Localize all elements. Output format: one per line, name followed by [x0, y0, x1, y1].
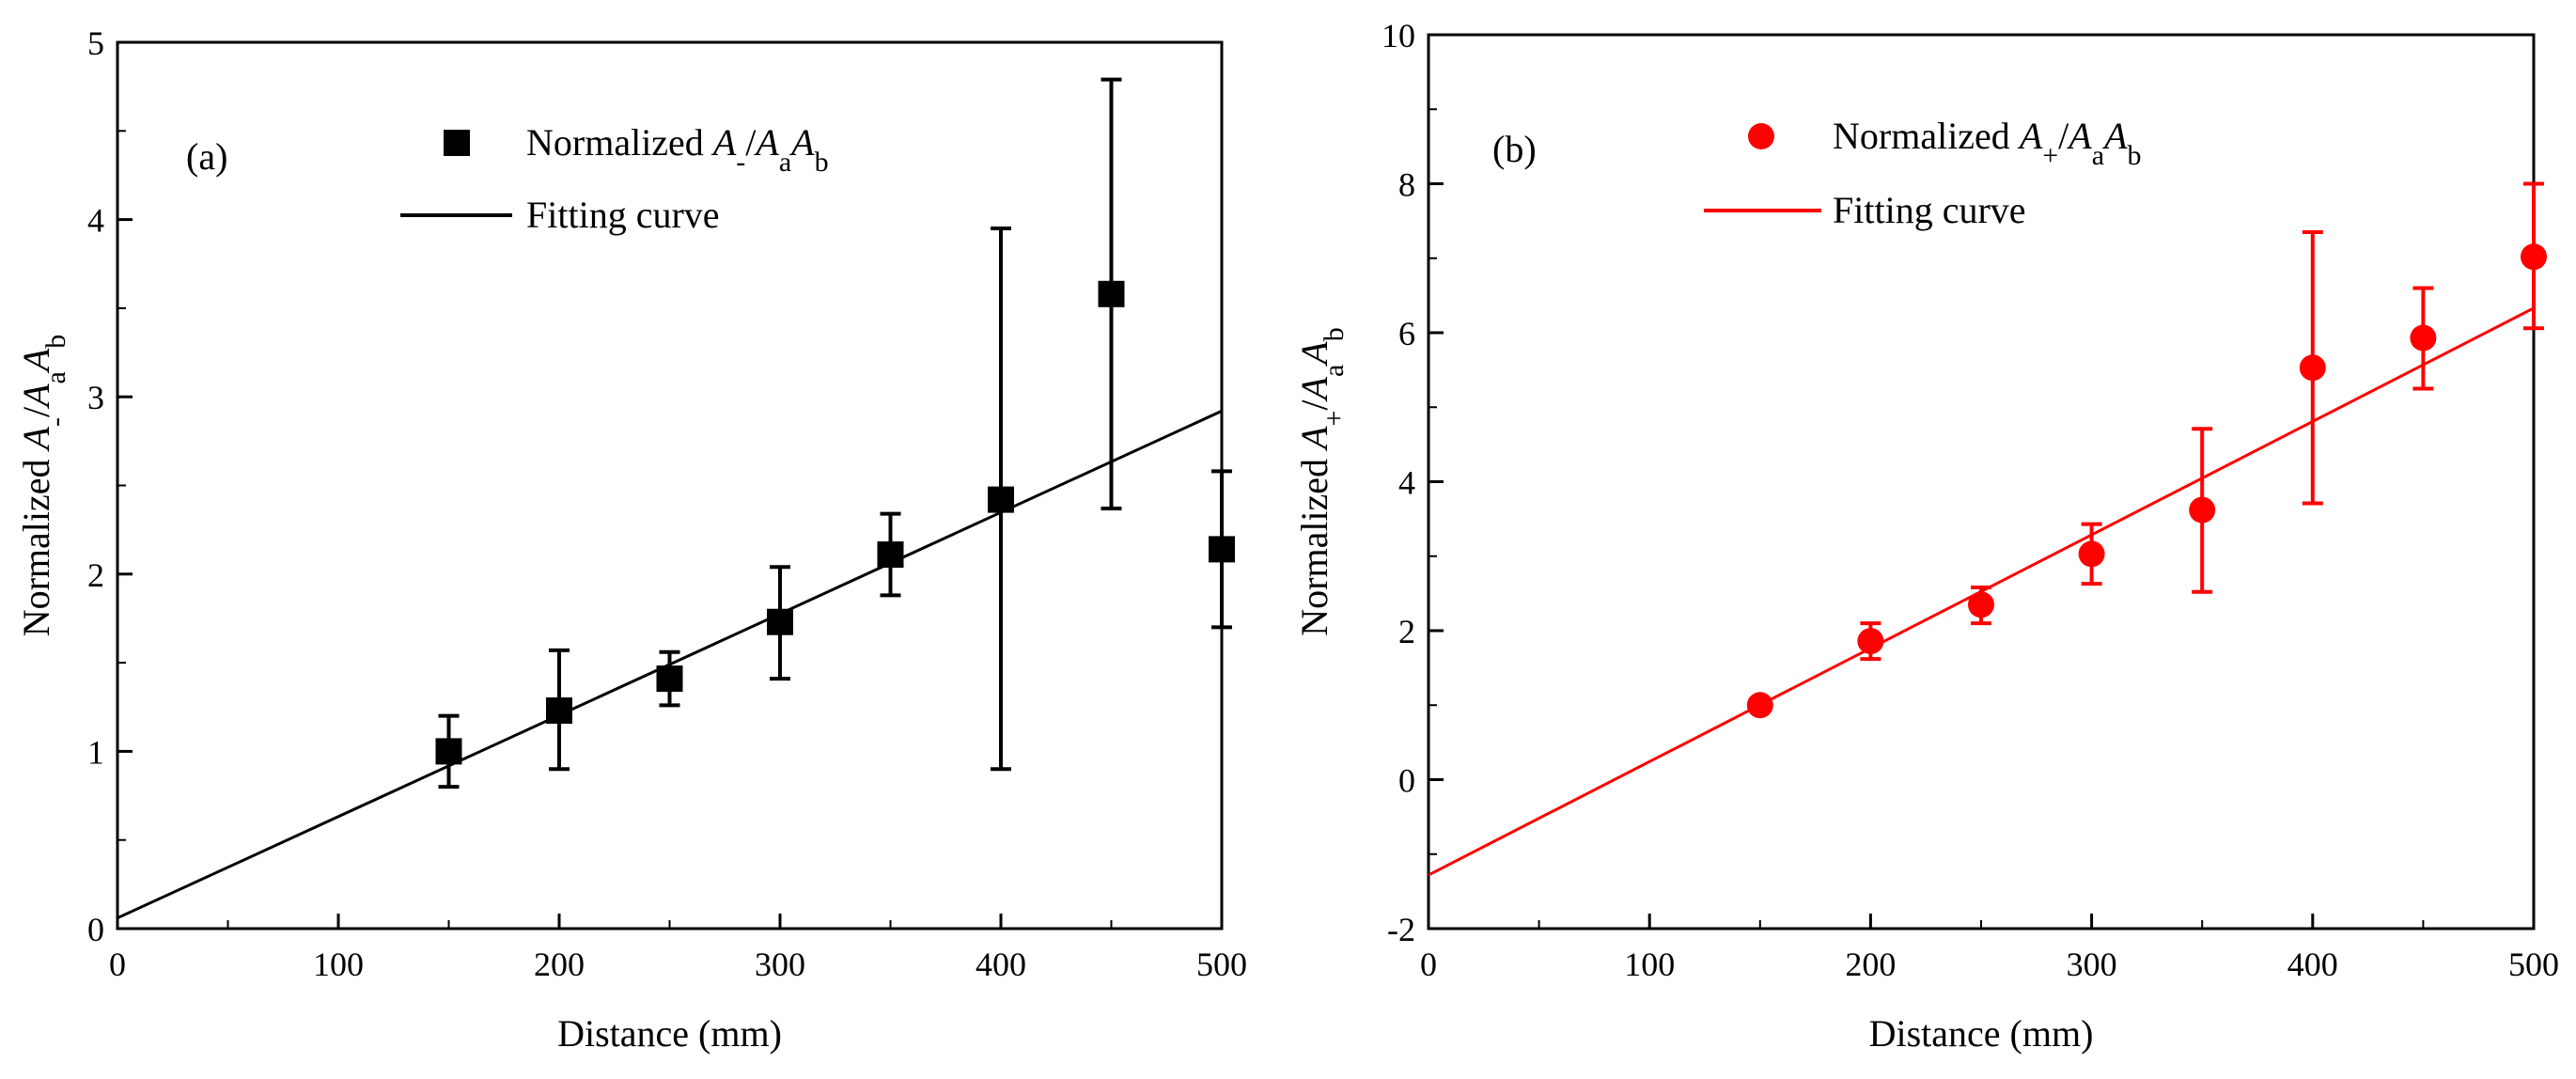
data-point [2189, 496, 2216, 524]
data-point [2299, 354, 2326, 382]
y-tick-label: 0 [1398, 762, 1415, 800]
legend-marker [444, 130, 470, 156]
data-point [656, 665, 683, 693]
y-tick-label: 4 [87, 202, 104, 240]
chart-panel-a: 0 100 200 300 400 500 0 1 2 3 4 5 Distance (mm) Norma… [15, 24, 1247, 1055]
data-point [877, 541, 904, 569]
y-tick-label: 1 [87, 733, 104, 771]
plot-frame [116, 40, 1224, 930]
x-axis-title: Distance (mm) [557, 1012, 782, 1055]
legend-marker [1748, 123, 1774, 149]
data-point [2521, 243, 2547, 271]
data-point [767, 608, 793, 635]
data-point [1098, 280, 1125, 307]
data-point [1968, 591, 1994, 618]
x-tick-label: 300 [2067, 946, 2117, 983]
x-axis-title: Distance (mm) [1869, 1012, 2094, 1055]
legend-label-data: Normalized A+/AaAb [1833, 115, 2142, 171]
y-tick-label: -2 [1387, 911, 1415, 948]
panel-label: (b) [1492, 128, 1537, 170]
x-tick-label: 100 [1624, 946, 1675, 983]
y-tick-label: 2 [87, 556, 104, 594]
y-tick-label: 2 [1398, 613, 1415, 650]
data-point [1209, 536, 1235, 563]
x-tick-label: 500 [2508, 946, 2559, 983]
legend-label-fit: Fitting curve [1833, 189, 2026, 231]
data-point [435, 738, 462, 765]
y-tick-label: 10 [1382, 17, 1415, 55]
x-tick-label: 400 [976, 946, 1026, 983]
legend-label-fit: Fitting curve [526, 194, 720, 236]
data-point [546, 697, 572, 725]
x-tick-label: 400 [2287, 946, 2338, 983]
x-tick-label: 200 [534, 946, 585, 983]
x-tick-label: 300 [755, 946, 805, 983]
legend-label-data: Normalized A-/AaAb [526, 121, 829, 178]
x-tick-label: 500 [1196, 946, 1247, 983]
y-tick-label: 4 [1398, 464, 1415, 502]
x-tick-label: 200 [1845, 946, 1896, 983]
data-point [2078, 540, 2105, 568]
y-tick-label: 8 [1398, 166, 1415, 204]
data-point [2410, 324, 2437, 352]
data-point [1857, 628, 1884, 655]
y-axis-title: Normalized A+/AaAb [1293, 327, 1350, 636]
data-point [988, 486, 1014, 513]
plot-frame [1427, 33, 2536, 930]
y-tick-label: 6 [1398, 315, 1415, 352]
y-tick-label: 0 [87, 911, 104, 948]
y-tick-label: 3 [87, 379, 104, 416]
y-axis-title: Normalized A-/AaAb [15, 335, 71, 637]
data-point [1746, 692, 1773, 719]
x-tick-label: 0 [109, 946, 126, 983]
y-tick-label: 5 [87, 24, 104, 62]
x-tick-label: 100 [313, 946, 364, 983]
x-tick-label: 0 [1420, 946, 1437, 983]
panel-label: (a) [186, 135, 227, 178]
